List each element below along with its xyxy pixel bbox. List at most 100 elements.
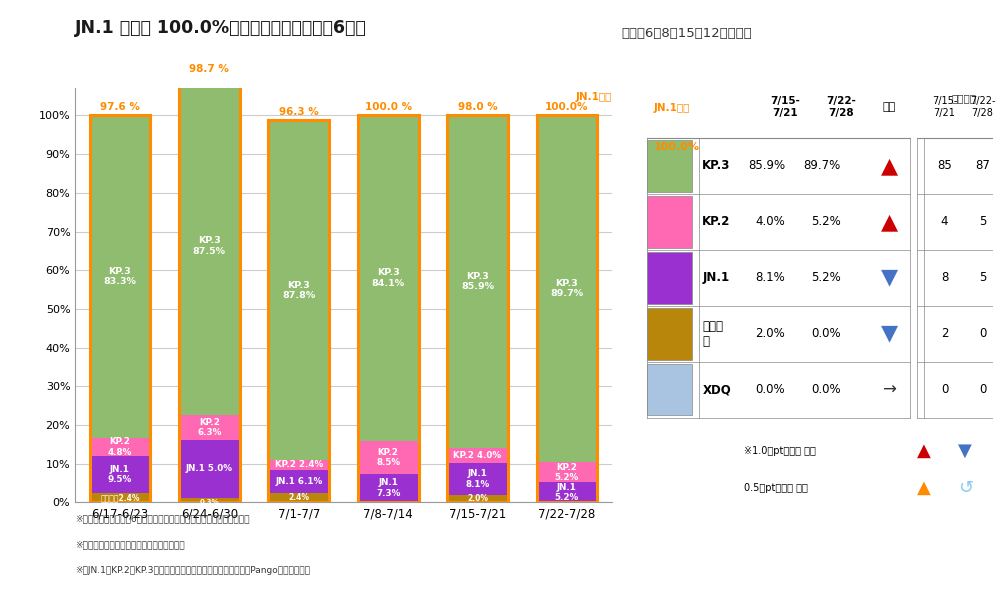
Text: JN.1系統: JN.1系統: [653, 103, 689, 113]
Text: ▲: ▲: [916, 442, 930, 460]
Bar: [269, 460, 329, 470]
Text: 7/22-
7/28: 7/22- 7/28: [969, 96, 994, 118]
Bar: [269, 493, 329, 502]
Bar: [447, 115, 507, 448]
Text: 0.0%: 0.0%: [811, 383, 840, 396]
Bar: [646, 308, 691, 359]
Bar: [178, 501, 239, 502]
Bar: [536, 115, 597, 502]
Text: 0: 0: [978, 383, 985, 396]
Text: 7/15-
7/21: 7/15- 7/21: [931, 96, 956, 118]
Text: 0.0%: 0.0%: [811, 327, 840, 340]
Bar: [646, 252, 691, 304]
Text: 0: 0: [978, 327, 985, 340]
Bar: [178, 440, 239, 498]
Bar: [269, 121, 329, 502]
Text: 100.0%: 100.0%: [545, 102, 588, 112]
Text: 5: 5: [978, 271, 985, 284]
Text: ※1.0％pt以上の 増減: ※1.0％pt以上の 増減: [743, 446, 815, 456]
Text: 7/15-
7/21: 7/15- 7/21: [770, 96, 800, 118]
Text: 0.5％pt以上の 増減: 0.5％pt以上の 増減: [743, 483, 807, 493]
Text: 97.6 %: 97.6 %: [100, 102, 139, 112]
Text: ※　追加の報告により、更新する可能性あり: ※ 追加の報告により、更新する可能性あり: [75, 540, 184, 549]
Text: JN.1: JN.1: [701, 271, 728, 284]
Text: JN.1 5.0%: JN.1 5.0%: [185, 464, 232, 473]
Text: （実数）: （実数）: [950, 94, 975, 104]
Bar: [89, 115, 150, 502]
Text: XDQ: XDQ: [701, 383, 730, 396]
Bar: [358, 474, 418, 502]
Bar: [178, 77, 239, 415]
Text: JN.1
5.2%: JN.1 5.2%: [554, 483, 578, 502]
Text: ▼: ▼: [957, 442, 971, 460]
Text: KP.2
8.5%: KP.2 8.5%: [376, 448, 400, 467]
Text: 5.2%: 5.2%: [811, 216, 840, 228]
Bar: [89, 438, 150, 456]
Text: ▲: ▲: [916, 479, 930, 497]
Bar: [447, 115, 507, 502]
Text: JN.1
9.5%: JN.1 9.5%: [107, 465, 132, 484]
Text: 8.1%: 8.1%: [755, 271, 785, 284]
Bar: [536, 482, 597, 502]
Text: 0.3%: 0.3%: [199, 499, 218, 505]
Text: JN.1 系統が 100.0%を占めています。（図6）。: JN.1 系統が 100.0%を占めています。（図6）。: [75, 18, 367, 37]
Text: （令和6年8月15日12時時点）: （令和6年8月15日12時時点）: [621, 27, 752, 40]
Text: 4: 4: [940, 216, 947, 228]
Text: 2.0%: 2.0%: [467, 494, 488, 503]
Text: ▼: ▼: [880, 268, 897, 288]
Bar: [178, 77, 239, 502]
Bar: [358, 115, 418, 502]
Bar: [89, 115, 150, 438]
Text: KP.3: KP.3: [701, 160, 729, 172]
Text: ▼: ▼: [880, 323, 897, 343]
Text: 0.0%: 0.0%: [755, 383, 785, 396]
Text: ▲: ▲: [880, 212, 897, 232]
Text: KP.3
89.7%: KP.3 89.7%: [550, 279, 583, 298]
Text: ▲: ▲: [880, 156, 897, 176]
Text: 7/22-
7/28: 7/22- 7/28: [825, 96, 855, 118]
Bar: [646, 140, 691, 192]
Text: →: →: [882, 381, 895, 398]
Text: 85: 85: [936, 160, 951, 172]
Text: ※　都内検体の、過去6週に報告を受けた、ゲノム解析の実績（速報）: ※ 都内検体の、過去6週に報告を受けた、ゲノム解析の実績（速報）: [75, 515, 249, 524]
Text: KP.3
84.1%: KP.3 84.1%: [371, 269, 404, 288]
Text: 8: 8: [940, 271, 947, 284]
Text: KP.3
85.9%: KP.3 85.9%: [461, 272, 494, 291]
Text: KP.3
87.8%: KP.3 87.8%: [282, 281, 315, 300]
Text: 5: 5: [978, 216, 985, 228]
Text: JN.1 6.1%: JN.1 6.1%: [275, 477, 322, 486]
Text: KP.2
4.8%: KP.2 4.8%: [107, 437, 132, 457]
Bar: [536, 115, 597, 462]
Text: KP.3
87.5%: KP.3 87.5%: [192, 236, 225, 256]
Bar: [447, 495, 507, 502]
Text: 4.0%: 4.0%: [755, 216, 785, 228]
Text: KP.2
6.3%: KP.2 6.3%: [197, 418, 221, 437]
Bar: [536, 462, 597, 482]
Bar: [89, 493, 150, 502]
Text: 87: 87: [974, 160, 989, 172]
Text: ↺: ↺: [957, 479, 972, 497]
Bar: [269, 470, 329, 493]
Text: 2.4%: 2.4%: [288, 493, 309, 502]
Text: JN.1
7.3%: JN.1 7.3%: [376, 478, 400, 498]
Text: 100.0%: 100.0%: [653, 142, 699, 152]
Text: 85.9%: 85.9%: [747, 160, 785, 172]
Text: 増減: 増減: [882, 102, 895, 112]
Text: 組換え体2.4%: 組換え体2.4%: [100, 493, 139, 502]
Bar: [178, 415, 239, 440]
Text: 100.0 %: 100.0 %: [364, 102, 411, 112]
Bar: [358, 115, 418, 441]
Text: 0: 0: [940, 383, 947, 396]
Text: 96.3 %: 96.3 %: [279, 107, 319, 118]
Text: 89.7%: 89.7%: [803, 160, 840, 172]
Text: JN.1系統: JN.1系統: [575, 92, 611, 102]
Bar: [646, 196, 691, 248]
Bar: [269, 121, 329, 460]
Text: KP.2: KP.2: [701, 216, 729, 228]
Text: KP.2 4.0%: KP.2 4.0%: [453, 451, 501, 460]
Text: KP.2 2.4%: KP.2 2.4%: [275, 460, 323, 470]
Text: 98.7 %: 98.7 %: [189, 63, 229, 74]
Bar: [646, 364, 691, 415]
Text: 2.0%: 2.0%: [755, 327, 785, 340]
Text: KP.2
5.2%: KP.2 5.2%: [554, 463, 578, 482]
